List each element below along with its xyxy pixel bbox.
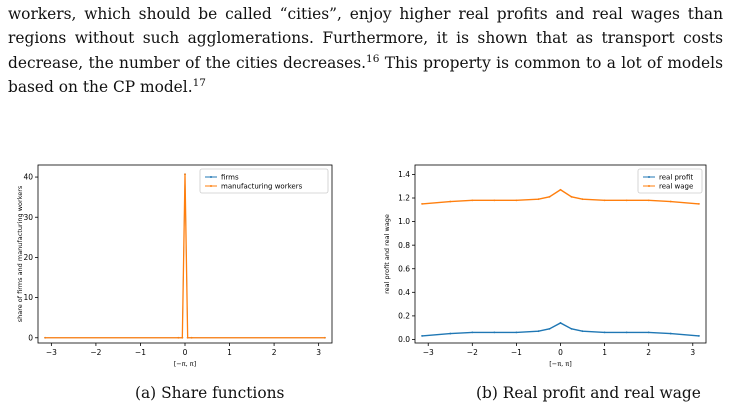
y-tick-label: 10 [23,293,33,302]
data-point [493,199,496,202]
y-tick-label: 0.0 [398,335,410,344]
legend-marker [210,185,212,187]
paragraph-text-2: This property is common to a lot of mode… [8,53,723,96]
data-point [177,336,180,339]
y-axis-label: share of firms and manufacturing workers [16,185,24,322]
chart-real-profit-wage: −3 −2 −1 0 1 2 3 0.0 0.2 0.4 0.6 0.8 1.0 1.2 1.4 [−π, π… [383,164,707,368]
data-point [471,199,474,202]
data-point [190,336,193,339]
paragraph-text-1: workers, which should be called “cities”… [8,5,723,72]
data-point [323,336,326,339]
legend-label: real wage [659,183,693,191]
data-point [537,198,540,201]
data-point [603,199,606,202]
data-point [449,200,452,203]
footnote-marker-16[interactable]: 16 [366,52,380,65]
data-point [698,335,700,337]
y-tick-label: 30 [23,213,33,222]
y-tick-label: 1.2 [398,194,410,203]
footnote-marker-17[interactable]: 17 [192,76,206,89]
y-tick-label: 40 [23,173,33,182]
legend-marker [648,176,650,178]
series-line-2 [45,174,325,339]
data-point [537,330,540,333]
data-point [515,331,518,334]
y-tick-label: 0 [28,333,33,342]
y-tick-label: 1.4 [398,170,410,179]
legend-box [637,168,703,194]
x-tick-label: 2 [646,348,651,357]
data-point [421,335,423,337]
legend-label: manufacturing workers [221,183,303,191]
y-tick-label: 0.2 [398,311,410,320]
data-point [184,173,186,176]
data-point [493,331,496,334]
data-point [515,199,518,202]
y-tick-label: 0.4 [398,288,410,297]
data-point [559,322,562,324]
data-point [548,327,551,330]
y-tick-label: 20 [23,253,33,262]
x-tick-label: −2 [90,348,101,357]
x-tick-label: 2 [272,348,277,357]
legend-label: real profit [659,174,693,182]
y-tick-label: 1.0 [398,217,410,226]
x-tick-label: −1 [135,348,146,357]
series-line-1 [421,322,700,337]
x-tick-label: −2 [467,348,478,357]
data-point [181,336,184,339]
y-tick-label: 0.6 [398,264,410,273]
data-point [603,331,606,334]
figure-panel-a: −3 −2 −1 0 1 2 3 0 10 20 30 40 [−π, π] share of firms… [12,155,362,370]
data-point [449,332,452,335]
data-point [548,195,551,198]
data-point [186,336,189,339]
x-tick-label: 3 [690,348,695,357]
data-point [669,332,672,335]
x-tick-label: 0 [558,348,563,357]
data-point [581,198,584,201]
data-point [625,331,628,334]
y-axis-label: real profit and real wage [383,214,391,294]
data-point [669,200,672,203]
data-point [570,327,573,330]
legend-label: firms [221,174,239,182]
x-tick-label: 1 [602,348,607,357]
x-tick-label: −1 [511,348,522,357]
body-paragraph: workers, which should be called “cities”… [8,2,723,99]
data-point [471,331,474,334]
data-point [559,188,562,191]
data-point [570,195,573,198]
legend-marker [210,176,212,178]
x-tick-label: −3 [46,348,57,357]
x-axis-label: [−π, π] [549,360,571,368]
data-point [625,199,628,202]
x-tick-label: 1 [227,348,232,357]
caption-a: (a) Share functions [135,384,285,402]
figure-panel-b: −3 −2 −1 0 1 2 3 0.0 0.2 0.4 0.6 0.8 1.0 1.2 1.4 [−π, π… [380,155,730,370]
data-point [698,203,700,205]
x-tick-label: 0 [183,348,188,357]
data-point [647,199,650,202]
data-point [44,336,47,339]
data-point [647,331,650,334]
data-point [581,330,584,333]
y-tick-label: 0.8 [398,241,410,250]
x-tick-label: −3 [423,348,434,357]
legend-marker [648,185,650,187]
legend-box [199,168,329,194]
caption-b: (b) Real profit and real wage [476,384,701,402]
x-tick-label: 3 [316,348,321,357]
data-point [421,203,423,205]
x-axis-label: [−π, π] [174,360,196,368]
